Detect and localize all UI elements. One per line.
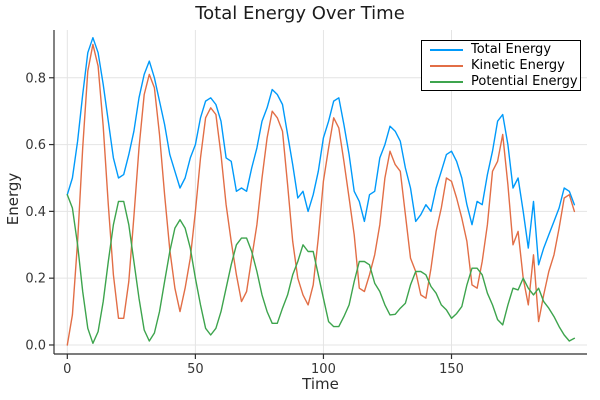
series-line-potential-energy — [66, 193, 576, 344]
series-line-kinetic-energy — [66, 43, 576, 346]
legend-label-kinetic-energy: Kinetic Energy — [471, 57, 565, 73]
series-line-total-energy — [66, 37, 576, 266]
legend-line-potential-energy — [430, 80, 463, 83]
legend-line-kinetic-energy — [430, 64, 463, 67]
x-tick-label: 150 — [439, 362, 464, 377]
legend-label-potential-energy: Potential Energy — [471, 73, 578, 89]
y-tick-label: 0.0 — [25, 338, 46, 353]
x-tick-label: 100 — [311, 362, 336, 377]
chart-title: Total Energy Over Time — [195, 3, 405, 24]
y-tick-label: 0.4 — [25, 205, 46, 220]
legend-entry-total-energy: Total Energy — [422, 42, 580, 58]
legend-label-total-energy: Total Energy — [471, 41, 552, 57]
x-tick-label: 50 — [187, 362, 204, 377]
y-tick-label: 0.8 — [25, 71, 46, 86]
legend-line-total-energy — [430, 48, 463, 51]
x-axis-label: Time — [302, 375, 339, 393]
y-tick-label: 0.2 — [25, 272, 46, 287]
legend-box: Total Energy Kinetic Energy Potential En… — [421, 40, 581, 91]
legend-entry-potential-energy: Potential Energy — [422, 74, 580, 90]
y-tick-label: 0.6 — [25, 138, 46, 153]
legend-entry-kinetic-energy: Kinetic Energy — [422, 58, 580, 74]
x-tick-label: 0 — [63, 362, 71, 377]
